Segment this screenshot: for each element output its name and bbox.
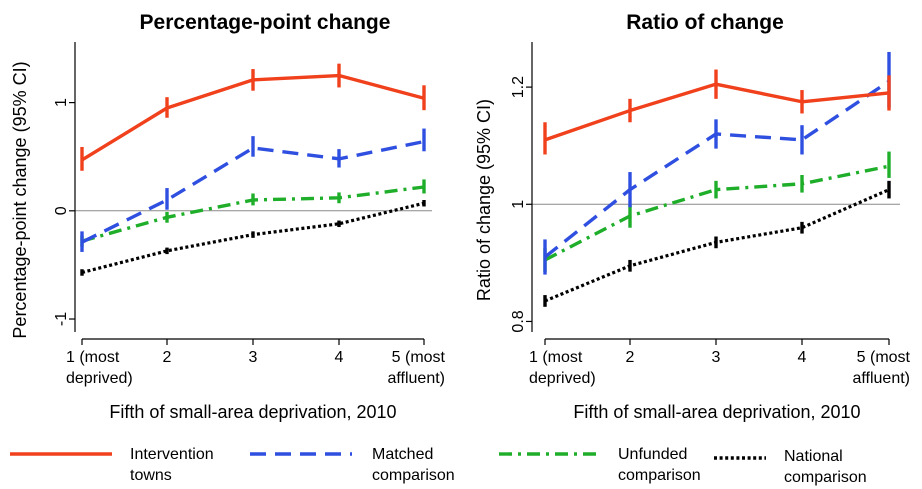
x-tick-label: 5 (most affluent): [852, 349, 910, 387]
y-tick-label: 1.2: [510, 76, 527, 98]
y-tick-label: 0.8: [510, 310, 527, 332]
x-tick-label: 1 (most deprived): [66, 349, 133, 387]
legend-label: Intervention towns: [130, 446, 214, 484]
series-unfunded-comparison: [543, 151, 891, 272]
legend-item: National comparison: [714, 448, 867, 486]
legend-item: Unfunded comparison: [499, 446, 701, 484]
x-axis-label: Fifth of small-area deprivation, 2010: [573, 402, 860, 422]
y-axis-label: Percentage-point change (95% CI): [10, 61, 30, 338]
y-tick-label: 1: [53, 98, 70, 107]
legend-label: Matched comparison: [372, 446, 455, 484]
x-tick-label: 2: [626, 349, 635, 366]
x-tick-label: 4: [335, 349, 344, 366]
y-tick-label: -1: [53, 312, 70, 326]
series-line: [81, 139, 425, 244]
series-line: [543, 79, 890, 259]
x-tick-label: 1 (most deprived): [529, 349, 596, 387]
legend-label: National comparison: [784, 448, 867, 486]
y-tick-label: 0: [53, 206, 70, 215]
x-tick-label: 3: [249, 349, 258, 366]
legend-item: Matched comparison: [250, 446, 455, 484]
series-line: [544, 164, 890, 262]
chart-title: Percentage-point change: [140, 11, 391, 34]
series-matched-comparison: [80, 128, 426, 252]
legend-item: Intervention towns: [10, 446, 214, 484]
legend: Intervention towns Matched comparison Unfund…: [10, 446, 867, 486]
legend-label: Unfunded comparison: [618, 446, 701, 484]
x-tick-label: 4: [798, 349, 807, 366]
series-national-comparison: [543, 180, 891, 307]
chart-title: Ratio of change: [626, 11, 784, 34]
y-tick-label: 1: [510, 200, 527, 209]
series-intervention-towns: [543, 69, 891, 155]
y-axis-label: Ratio of change (95% CI): [474, 99, 494, 301]
panel-percentage-point-change: Percentage-point change -1 0 1 Percentage-po…: [10, 11, 446, 422]
panel-ratio-of-change: Ratio of change 0.8 1 1.2 Ratio of change (9…: [474, 11, 911, 422]
x-axis-label: Fifth of small-area deprivation, 2010: [109, 402, 396, 422]
series-intervention-towns: [80, 63, 426, 171]
x-tick-label: 3: [712, 349, 721, 366]
series-national-comparison: [80, 199, 426, 276]
x-tick-label: 5 (most affluent): [387, 349, 445, 387]
x-tick-label: 2: [163, 349, 172, 366]
